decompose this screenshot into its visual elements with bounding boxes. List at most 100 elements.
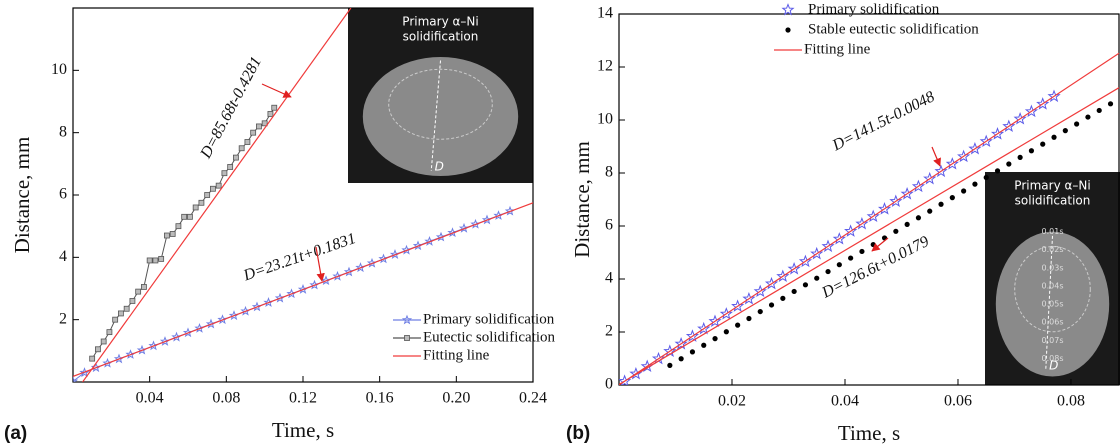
y-tick-label: 10 bbox=[51, 61, 67, 78]
square-point bbox=[112, 316, 119, 323]
square-point bbox=[204, 192, 211, 198]
star-point bbox=[934, 164, 948, 178]
y-tick-label: 4 bbox=[59, 248, 67, 265]
star-point bbox=[1047, 89, 1061, 103]
legend-label: Primary solidification bbox=[423, 311, 555, 327]
square-point bbox=[164, 232, 170, 239]
y-axis-label: Distance, mm bbox=[10, 137, 34, 254]
inset-title: Primary α–Ni bbox=[1014, 179, 1090, 193]
inset-label: 0.07s bbox=[1042, 336, 1064, 345]
inset-sample bbox=[362, 57, 519, 176]
square-point bbox=[192, 204, 199, 211]
dot-point bbox=[949, 195, 955, 201]
square-point bbox=[152, 257, 159, 264]
inset-measure bbox=[430, 60, 441, 171]
x-axis-label: Time, s bbox=[838, 421, 900, 445]
dot-point bbox=[667, 362, 673, 368]
square-point bbox=[267, 111, 274, 117]
dot-point bbox=[1085, 114, 1091, 120]
inset-label: 0.04s bbox=[1042, 281, 1064, 290]
x-tick-label: 0.04 bbox=[831, 393, 859, 410]
star-point bbox=[832, 232, 846, 245]
dot-point bbox=[994, 168, 1001, 174]
square-point bbox=[227, 164, 234, 170]
dot-point bbox=[915, 215, 922, 221]
square-point bbox=[89, 355, 96, 362]
star-point bbox=[990, 127, 1005, 140]
square-point bbox=[244, 139, 251, 145]
y-tick-label: 0 bbox=[605, 376, 613, 393]
star-point bbox=[697, 321, 711, 335]
dot-point bbox=[961, 188, 967, 194]
x-tick-label: 0.04 bbox=[136, 390, 164, 407]
series-line bbox=[91, 107, 275, 359]
square-point bbox=[250, 129, 257, 136]
star-point bbox=[844, 224, 858, 237]
inset-label: D bbox=[1049, 359, 1058, 373]
square-point bbox=[141, 284, 147, 290]
y-tick-label: 10 bbox=[597, 111, 613, 128]
star-point bbox=[435, 231, 447, 242]
x-tick-label: 0.06 bbox=[944, 393, 972, 410]
square-point bbox=[187, 213, 193, 220]
inset-title: solidification bbox=[1015, 194, 1091, 208]
square-point bbox=[135, 288, 142, 295]
star-point bbox=[1024, 104, 1039, 118]
dot-point bbox=[904, 221, 910, 228]
dot-point bbox=[689, 349, 696, 355]
dot-point bbox=[825, 268, 831, 275]
square-point bbox=[210, 185, 216, 192]
legend-label: Primary solidification bbox=[808, 1, 940, 17]
square-point bbox=[233, 154, 239, 161]
star-point bbox=[776, 269, 790, 282]
star-point bbox=[458, 222, 470, 233]
star-point bbox=[855, 216, 869, 230]
y-tick-label: 8 bbox=[59, 123, 67, 140]
inset-label: 0.02s bbox=[1042, 245, 1064, 254]
star-point bbox=[1013, 111, 1027, 125]
star-point bbox=[73, 376, 79, 382]
annotation-arrow bbox=[871, 237, 889, 252]
y-tick-label: 2 bbox=[59, 310, 67, 327]
panel-label: (a) bbox=[4, 423, 27, 444]
dot-point bbox=[791, 288, 797, 295]
inset-label: 0.06s bbox=[1042, 318, 1064, 327]
legend-label: Stable eutectic solidification bbox=[808, 21, 979, 37]
dot-point bbox=[1017, 154, 1023, 160]
star-point bbox=[719, 307, 733, 320]
x-axis-label: Time, s bbox=[272, 418, 334, 442]
square-point bbox=[95, 346, 101, 353]
plot-area bbox=[73, 8, 533, 382]
legend-marker bbox=[785, 27, 791, 33]
star-point bbox=[877, 202, 892, 215]
legend-marker bbox=[781, 3, 795, 16]
y-tick-label: 12 bbox=[597, 58, 613, 75]
star-point bbox=[685, 329, 700, 342]
y-tick-label: 4 bbox=[605, 270, 613, 287]
square-point bbox=[106, 329, 113, 336]
star-point bbox=[708, 314, 722, 327]
dot-point bbox=[836, 262, 842, 268]
square-point bbox=[215, 182, 222, 189]
star-point bbox=[900, 186, 914, 200]
x-tick-label: 0.24 bbox=[519, 390, 547, 407]
legend-label: Eutectic solidification bbox=[423, 329, 556, 345]
dot-point bbox=[859, 248, 865, 255]
star-point bbox=[731, 299, 745, 312]
square-point bbox=[181, 213, 188, 220]
inset-measure bbox=[1045, 235, 1053, 371]
square-point bbox=[158, 255, 165, 262]
annotation: D=85.68t-0.4281 bbox=[197, 54, 265, 162]
star-point bbox=[945, 157, 959, 170]
dot-point bbox=[768, 302, 775, 308]
star-point bbox=[866, 209, 880, 223]
series-line bbox=[73, 8, 533, 382]
square-point bbox=[146, 257, 153, 264]
annotation-arrow bbox=[315, 246, 325, 282]
square-point bbox=[271, 104, 278, 111]
dot-point bbox=[757, 308, 763, 315]
square-point bbox=[123, 305, 130, 312]
dot-point bbox=[1040, 141, 1046, 147]
dot-point bbox=[1107, 101, 1114, 107]
